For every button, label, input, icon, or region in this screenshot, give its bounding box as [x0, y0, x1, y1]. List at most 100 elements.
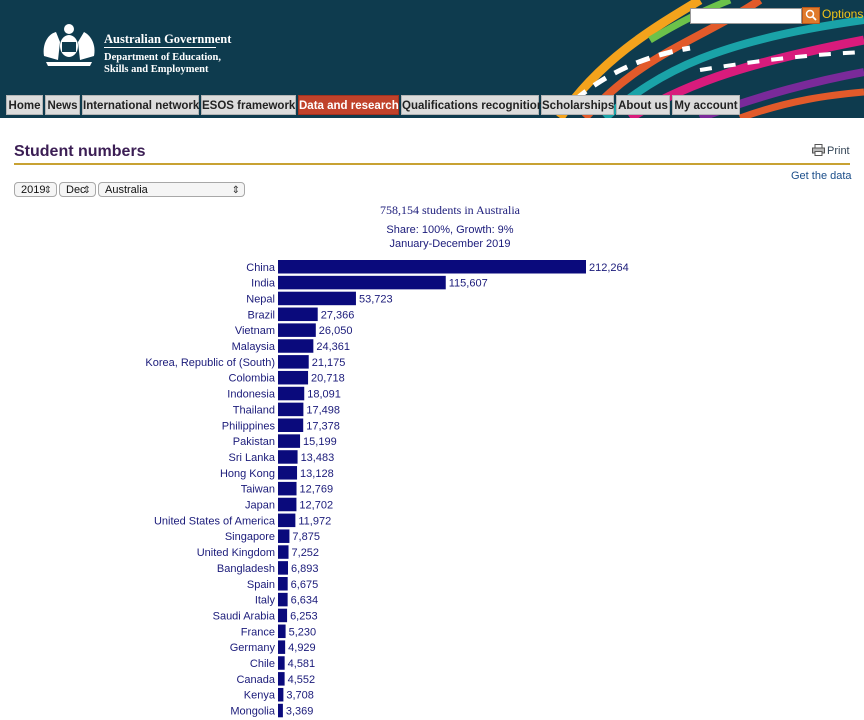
value-label: 13,128 — [300, 468, 334, 480]
bar[interactable] — [278, 513, 296, 528]
category-label: Indonesia — [227, 389, 276, 401]
value-label: 12,769 — [300, 484, 334, 496]
nav-tab-scholarships[interactable]: Scholarships — [541, 95, 614, 115]
month-select[interactable]: Dec ⇕ — [59, 182, 96, 197]
value-label: 13,483 — [301, 452, 335, 464]
get-the-data-link[interactable]: Get the data — [791, 170, 852, 182]
nav-tab-about-us[interactable]: About us — [616, 95, 670, 115]
value-label: 11,972 — [298, 515, 331, 527]
bar[interactable] — [278, 450, 298, 464]
year-select-value: 2019 — [21, 184, 46, 196]
value-label: 24,361 — [316, 341, 350, 353]
category-label: Philippines — [222, 420, 276, 432]
category-label: Sri Lanka — [229, 452, 276, 464]
bar[interactable] — [278, 355, 309, 369]
bar[interactable] — [278, 481, 297, 496]
bar[interactable] — [278, 592, 288, 607]
bar[interactable] — [278, 260, 586, 274]
bar[interactable] — [278, 656, 285, 670]
title-divider — [14, 163, 850, 165]
select-arrows-icon: ⇕ — [43, 185, 52, 196]
chart-subtitle-period: January-December 2019 — [389, 238, 511, 250]
year-select[interactable]: 2019 ⇕ — [14, 182, 57, 197]
bar[interactable] — [278, 577, 288, 591]
category-label: Kenya — [244, 690, 276, 702]
category-label: Hong Kong — [220, 468, 275, 480]
printer-icon — [812, 144, 825, 156]
value-label: 6,893 — [291, 563, 319, 575]
category-label: Chile — [250, 658, 275, 670]
value-label: 6,675 — [291, 579, 319, 591]
value-label: 27,366 — [321, 309, 355, 321]
bar[interactable] — [278, 687, 284, 702]
select-arrows-icon: ⇕ — [231, 185, 240, 196]
search-icon — [805, 9, 817, 21]
print-link[interactable]: Print — [812, 144, 850, 157]
category-label: India — [251, 278, 276, 290]
nav-tab-qualifications-recognition[interactable]: Qualifications recognition — [401, 95, 544, 115]
nav-tab-international-network[interactable]: International network — [82, 95, 199, 115]
category-label: Colombia — [229, 373, 276, 385]
category-label: Taiwan — [241, 484, 275, 496]
country-select[interactable]: Australia ⇕ — [98, 182, 245, 197]
bar[interactable] — [278, 434, 301, 448]
nav-tab-my-account[interactable]: My account — [672, 95, 740, 115]
search-input[interactable] — [690, 8, 802, 24]
category-label: Japan — [245, 500, 275, 512]
value-label: 5,230 — [289, 626, 317, 638]
bar[interactable] — [278, 466, 298, 480]
search-button[interactable] — [802, 7, 820, 24]
bar[interactable] — [278, 339, 314, 353]
value-label: 26,050 — [319, 325, 353, 337]
category-label: Bangladesh — [217, 563, 275, 575]
options-link[interactable]: Options — [822, 7, 864, 21]
department-name-line2: Skills and Employment — [104, 64, 209, 75]
category-label: France — [241, 626, 275, 638]
bar[interactable] — [278, 370, 309, 385]
category-label: Thailand — [233, 404, 275, 416]
bar[interactable] — [278, 624, 286, 639]
value-label: 115,607 — [449, 278, 488, 290]
bar[interactable] — [278, 323, 316, 337]
bar[interactable] — [278, 386, 305, 401]
nav-tab-home[interactable]: Home — [6, 95, 43, 115]
chart-subtitle-share: Share: 100%, Growth: 9% — [386, 224, 514, 236]
page-title: Student numbers — [14, 143, 146, 160]
government-name: Australian Government — [104, 32, 232, 46]
category-label: Nepal — [246, 293, 275, 305]
category-label: Mongolia — [230, 706, 276, 718]
bar[interactable] — [278, 275, 446, 290]
country-select-value: Australia — [105, 184, 148, 196]
bar[interactable] — [278, 529, 290, 543]
bar[interactable] — [278, 561, 289, 575]
nav-tab-esos-framework[interactable]: ESOS framework — [201, 95, 296, 115]
bar[interactable] — [278, 402, 304, 417]
category-label: Spain — [247, 579, 275, 591]
bar[interactable] — [278, 497, 297, 512]
bar[interactable] — [278, 307, 318, 322]
value-label: 7,875 — [292, 531, 320, 543]
category-label: Germany — [230, 642, 276, 654]
category-label: Malaysia — [232, 341, 276, 353]
coat-of-arms-icon — [43, 24, 95, 66]
value-label: 20,718 — [311, 373, 345, 385]
select-arrows-icon: ⇕ — [82, 185, 91, 196]
value-label: 6,253 — [290, 610, 318, 622]
bar[interactable] — [278, 672, 285, 686]
bar[interactable] — [278, 545, 289, 559]
category-label: Italy — [255, 595, 276, 607]
nav-tab-data-and-research[interactable]: Data and research — [298, 95, 399, 115]
bar[interactable] — [278, 703, 283, 718]
value-label: 17,498 — [306, 404, 340, 416]
month-select-value: Dec — [66, 184, 86, 196]
bar[interactable] — [278, 608, 288, 623]
value-label: 53,723 — [359, 293, 393, 305]
value-label: 15,199 — [303, 436, 337, 448]
nav-tab-news[interactable]: News — [45, 95, 80, 115]
value-label: 12,702 — [299, 500, 333, 512]
bar[interactable] — [278, 418, 304, 433]
bar[interactable] — [278, 291, 356, 306]
category-label: Pakistan — [233, 436, 275, 448]
category-label: Brazil — [247, 309, 275, 321]
bar[interactable] — [278, 640, 286, 654]
